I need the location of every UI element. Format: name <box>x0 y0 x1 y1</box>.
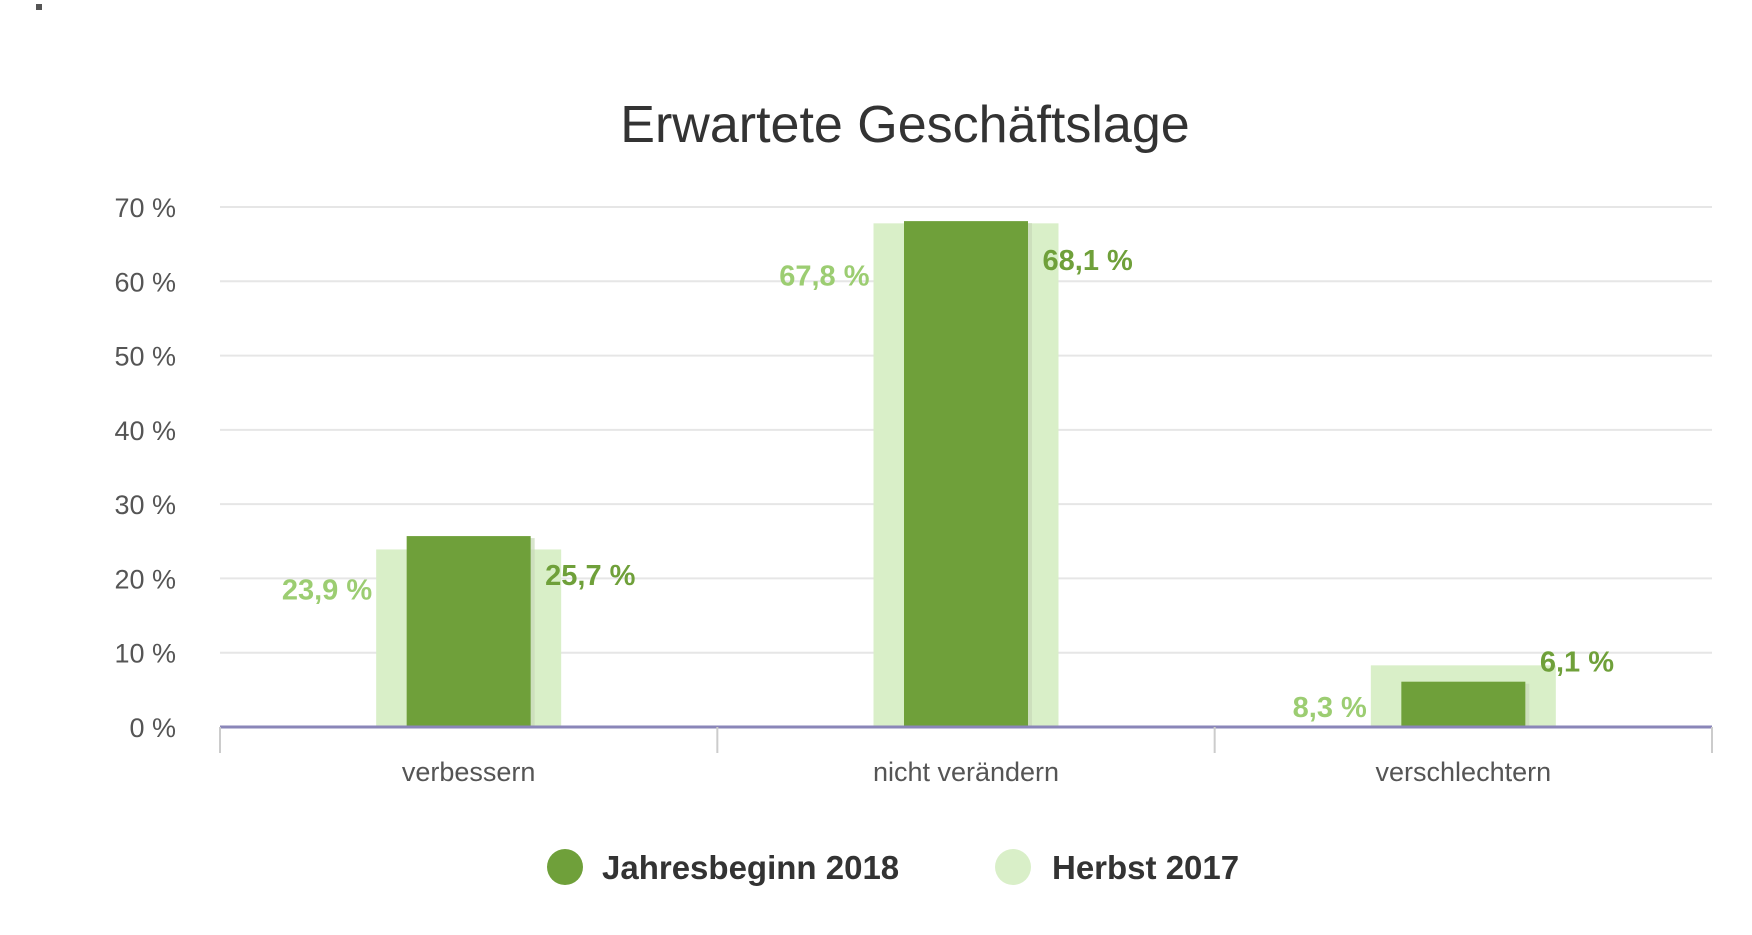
y-axis-ticks: 0 % 10 % 20 % 30 % 40 % 50 % 60 % 70 % <box>114 193 176 743</box>
y-tick-label: 60 % <box>114 267 176 297</box>
legend-label-herbst-2017: Herbst 2017 <box>1052 849 1239 886</box>
bar-jahresbeginn-2018-verschlechtern <box>1401 682 1525 727</box>
bars <box>376 221 1556 727</box>
x-axis-labels: verbessern nicht verändern verschlechtern <box>402 757 1551 787</box>
bar-jahresbeginn-2018-verbessern <box>407 536 531 727</box>
y-tick-label: 50 % <box>114 342 176 372</box>
chart-title: Erwartete Geschäftslage <box>620 96 1189 154</box>
chart: Erwartete Geschäftslage 0 % 10 % 20 % 30 % 4… <box>0 0 1752 935</box>
data-label-herbst-2017: 67,8 % <box>779 260 869 292</box>
y-tick-label: 70 % <box>114 193 176 223</box>
legend-marker-jahresbeginn-2018 <box>547 849 583 885</box>
legend-marker-herbst-2017 <box>995 849 1031 885</box>
y-tick-label: 10 % <box>114 639 176 669</box>
y-tick-label: 40 % <box>114 416 176 446</box>
data-label-jahresbeginn-2018: 25,7 % <box>545 560 635 592</box>
data-label-herbst-2017: 23,9 % <box>282 574 372 606</box>
x-tick-label-verschlechtern: verschlechtern <box>1376 757 1552 787</box>
x-tick-label-verbessern: verbessern <box>402 757 536 787</box>
bar-jahresbeginn-2018-nicht-verändern <box>904 221 1028 727</box>
corner-dot <box>36 4 42 10</box>
data-label-jahresbeginn-2018: 6,1 % <box>1540 647 1614 679</box>
x-tick-label-nicht-verändern: nicht verändern <box>873 757 1059 787</box>
data-label-jahresbeginn-2018: 68,1 % <box>1043 245 1133 277</box>
y-tick-label: 20 % <box>114 564 176 594</box>
data-label-herbst-2017: 8,3 % <box>1293 692 1367 724</box>
x-axis <box>220 727 1712 753</box>
y-tick-label: 0 % <box>129 713 176 743</box>
legend: Jahresbeginn 2018 Herbst 2017 <box>547 849 1239 886</box>
y-tick-label: 30 % <box>114 490 176 520</box>
legend-label-jahresbeginn-2018: Jahresbeginn 2018 <box>602 849 899 886</box>
